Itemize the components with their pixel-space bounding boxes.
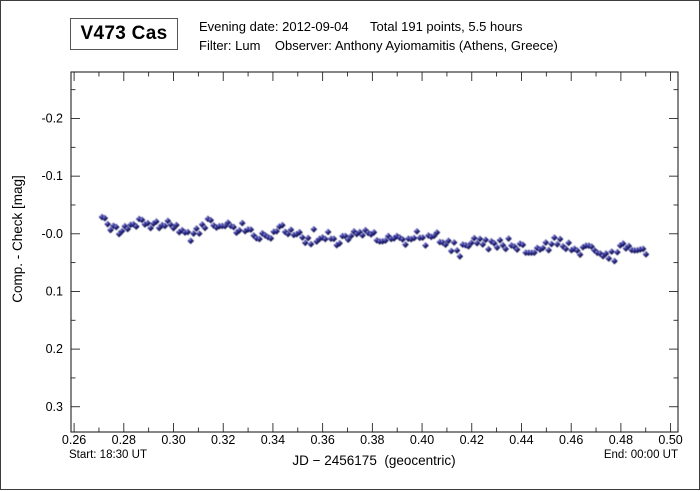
svg-text:0.3: 0.3 [46, 400, 63, 414]
svg-text:0.38: 0.38 [360, 433, 384, 447]
svg-text:-0.2: -0.2 [41, 112, 63, 126]
svg-text:-0.0: -0.0 [41, 227, 63, 241]
svg-text:0.28: 0.28 [112, 433, 136, 447]
svg-text:0.36: 0.36 [310, 433, 334, 447]
svg-text:0.26: 0.26 [62, 433, 86, 447]
svg-text:0.1: 0.1 [46, 285, 63, 299]
svg-text:0.44: 0.44 [509, 433, 533, 447]
svg-text:0.30: 0.30 [161, 433, 185, 447]
svg-text:0.2: 0.2 [46, 342, 63, 356]
svg-text:0.46: 0.46 [559, 433, 583, 447]
svg-text:0.48: 0.48 [609, 433, 633, 447]
svg-text:-0.1: -0.1 [41, 169, 63, 183]
svg-text:0.40: 0.40 [410, 433, 434, 447]
svg-text:0.32: 0.32 [211, 433, 235, 447]
svg-text:0.50: 0.50 [658, 433, 682, 447]
svg-text:0.34: 0.34 [261, 433, 285, 447]
svg-text:0.42: 0.42 [460, 433, 484, 447]
